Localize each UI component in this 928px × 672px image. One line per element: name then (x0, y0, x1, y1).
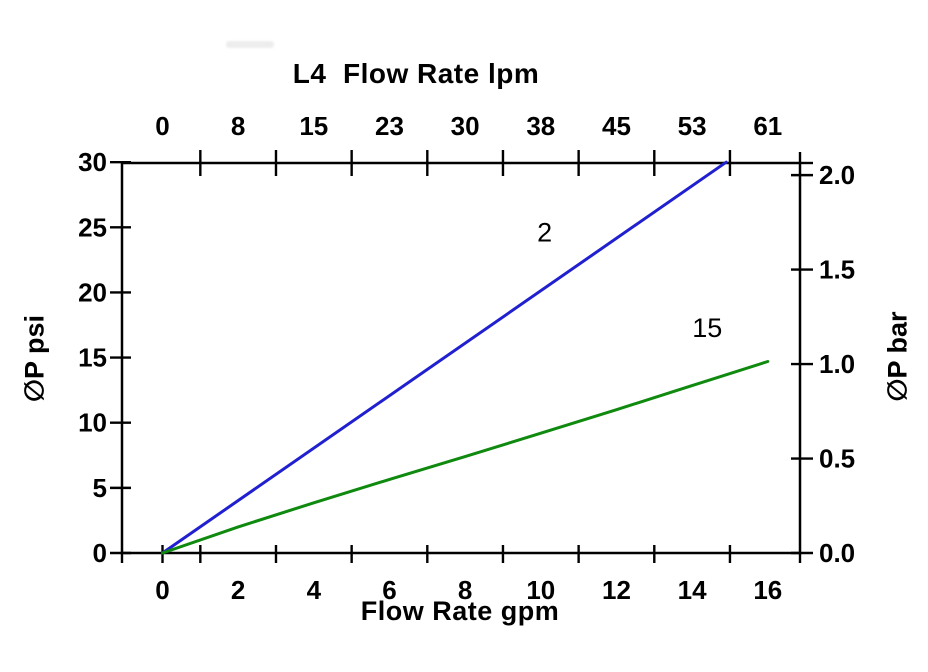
series-label-15: 15 (692, 313, 722, 343)
y-right-tick-label: 2.0 (819, 160, 855, 190)
y-left-tick-label: 10 (78, 408, 107, 438)
x-top-tick-label: 38 (526, 111, 555, 141)
series-label-2: 2 (537, 218, 552, 248)
x-bottom-tick-label: 14 (678, 575, 707, 605)
x-top-tick-label: 45 (602, 111, 631, 141)
x-top-tick-label: 53 (678, 111, 707, 141)
x-top-tick-label: 15 (299, 111, 328, 141)
x-bottom-tick-label: 4 (307, 575, 322, 605)
x-bottom-tick-label: 0 (155, 575, 169, 605)
x-bottom-tick-label: 16 (753, 575, 782, 605)
y-left-tick-label: 25 (78, 212, 107, 242)
axis-tick-labels: 0 2 4 6 8 10 12 14 16 0 8 15 23 30 38 45 53 61 0 5 10 15 20 25 3… (78, 111, 855, 605)
series-line-2 (161, 160, 728, 555)
y-right-tick-label: 0.5 (819, 444, 855, 474)
x-bottom-tick-label: 10 (526, 575, 555, 605)
axis-ticks (110, 150, 813, 563)
x-bottom-tick-label: 8 (458, 575, 472, 605)
series-lines (161, 160, 770, 555)
y-left-tick-label: 5 (93, 473, 107, 503)
y-left-tick-label: 0 (93, 538, 107, 568)
chart-title: L4 Flow Rate lpm (292, 58, 540, 89)
y-right-tick-label: 1.5 (819, 255, 855, 285)
plot-frame (120, 152, 813, 563)
y-left-tick-label: 30 (78, 147, 107, 177)
x-top-tick-label: 0 (155, 111, 169, 141)
y-left-tick-label: 15 (78, 343, 107, 373)
y-axis-label-psi: ∅P psi (19, 314, 50, 403)
x-top-tick-label: 8 (231, 111, 245, 141)
x-bottom-tick-label: 12 (602, 575, 631, 605)
x-top-tick-label: 23 (375, 111, 404, 141)
frame-rect (120, 161, 802, 555)
x-bottom-tick-label: 6 (382, 575, 396, 605)
series-labels: 2 15 (537, 218, 722, 343)
x-top-tick-label: 61 (753, 111, 782, 141)
y-axis-label-bar: ∅P bar (882, 311, 913, 402)
y-right-tick-label: 1.0 (819, 349, 855, 379)
x-bottom-tick-label: 2 (231, 575, 245, 605)
x-top-tick-label: 30 (451, 111, 480, 141)
print-artifact-smudge (226, 41, 274, 48)
series-line-15 (161, 360, 770, 555)
y-right-tick-label: 0.0 (819, 538, 855, 568)
y-left-tick-label: 20 (78, 277, 107, 307)
x-axis-label-gpm: Flow Rate gpm (360, 596, 560, 626)
